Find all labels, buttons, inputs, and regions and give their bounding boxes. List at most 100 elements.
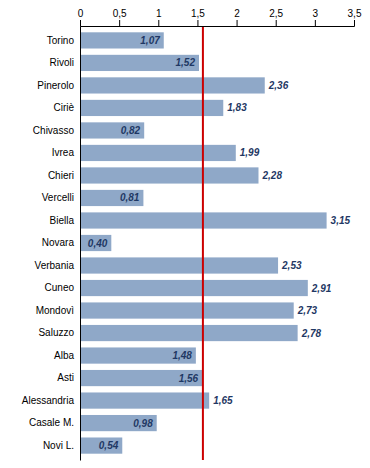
tick: Alessandria [22,395,75,406]
x-axis: 0 0,5 1 1,5 2 2,5 3 3,5 [78,8,362,27]
tick-mark [80,20,81,26]
tick: Alba [54,350,74,361]
tick: 2,5 [269,8,283,26]
tick: 3 [313,8,319,26]
category-label: Verbania [35,260,75,271]
category-label: Alba [54,350,74,361]
data-label: 2,28 [261,170,282,181]
bar [80,437,122,453]
data-label: 1,83 [227,102,247,113]
category-label: Mondovì [36,305,75,316]
category-label: Ciriè [53,102,74,113]
tick: Vercelli [42,192,74,203]
plot-area [80,26,327,460]
category-label: Alessandria [22,395,75,406]
tick-label: 1 [156,8,162,19]
data-label: 0,81 [120,192,140,203]
data-label: 2,53 [281,260,302,271]
tick: 1 [156,8,162,26]
category-label: Chieri [48,170,74,181]
tick: Ivrea [52,147,75,158]
tick: 0 [78,8,84,26]
category-label: Vercelli [42,192,74,203]
data-label: 0,40 [88,238,108,249]
tick-label: 3 [313,8,319,19]
tick: Chieri [48,170,74,181]
tick-label: 2,5 [269,8,283,19]
category-label: Biella [50,215,75,226]
tick-label: 0 [78,8,84,19]
category-label: Saluzzo [38,327,74,338]
tick-mark [315,20,316,26]
tick: Ciriè [53,102,74,113]
bar [80,32,164,48]
bar [80,235,111,251]
category-label: Pinerolo [37,80,74,91]
data-label: 1,56 [179,373,199,384]
data-label: 2,36 [268,80,289,91]
tick-mark [354,20,355,26]
tick: Cuneo [45,282,75,293]
tick: 1,5 [191,8,205,26]
category-label: Chivasso [33,125,75,136]
category-label: Torino [47,35,75,46]
bar [80,55,199,71]
data-label: 1,48 [172,350,192,361]
bar [80,325,298,341]
tick: 0,5 [113,8,127,26]
tick-mark [237,20,238,26]
tick-label: 2 [234,8,240,19]
data-label: 1,07 [140,35,160,46]
chart: 00,511,522,533,5TorinoRivoliPineroloCiri… [0,0,370,468]
category-label: Cuneo [45,282,75,293]
tick-mark [158,20,159,26]
tick: Torino [47,35,75,46]
data-label: 2,73 [297,305,318,316]
tick: Saluzzo [38,327,74,338]
category-label: Ivrea [52,147,75,158]
bar [80,122,144,138]
category-label: Novara [42,237,75,248]
axis-line [81,20,355,27]
axis-line [80,27,81,461]
y-axis: Torino Rivoli Pinerolo Ciriè Chivasso Ivrea Ch… [22,27,81,461]
data-label: 1,99 [240,147,260,158]
bar [80,257,278,273]
tick: Novara [42,237,75,248]
tick: Mondovì [36,305,75,316]
bar [80,280,308,296]
tick: Asti [57,372,74,383]
bar [80,77,265,93]
bar [80,302,294,318]
category-label: Casale M. [29,417,74,428]
tick-label: 0,5 [113,8,127,19]
tick: Verbania [35,260,75,271]
data-label: 0,98 [133,418,153,429]
reference-line [202,26,204,460]
tick-label: 3,5 [348,8,362,19]
tick: Casale M. [29,417,74,428]
data-labels: 1,071,522,361,830,821,992,280,813,150,40… [88,35,351,451]
tick-mark [276,20,277,26]
tick: Rivoli [50,57,74,68]
category-label: Novi L. [43,440,74,451]
data-label: 3,15 [331,215,351,226]
bar [80,392,209,408]
tick: Pinerolo [37,80,74,91]
tick-label: 1,5 [191,8,205,19]
category-label: Asti [57,372,74,383]
tick-mark [119,20,120,26]
bar [80,370,202,386]
tick: 2 [234,8,240,26]
tick: Novi L. [43,440,74,451]
data-label: 2,91 [311,283,332,294]
bar [80,415,157,431]
bar [80,347,196,363]
tick: Chivasso [33,125,75,136]
bar [80,100,223,116]
category-label: Rivoli [50,57,74,68]
tick: Biella [50,215,75,226]
bar [80,190,143,206]
tick-mark [197,20,198,26]
data-label: 0,82 [121,125,141,136]
